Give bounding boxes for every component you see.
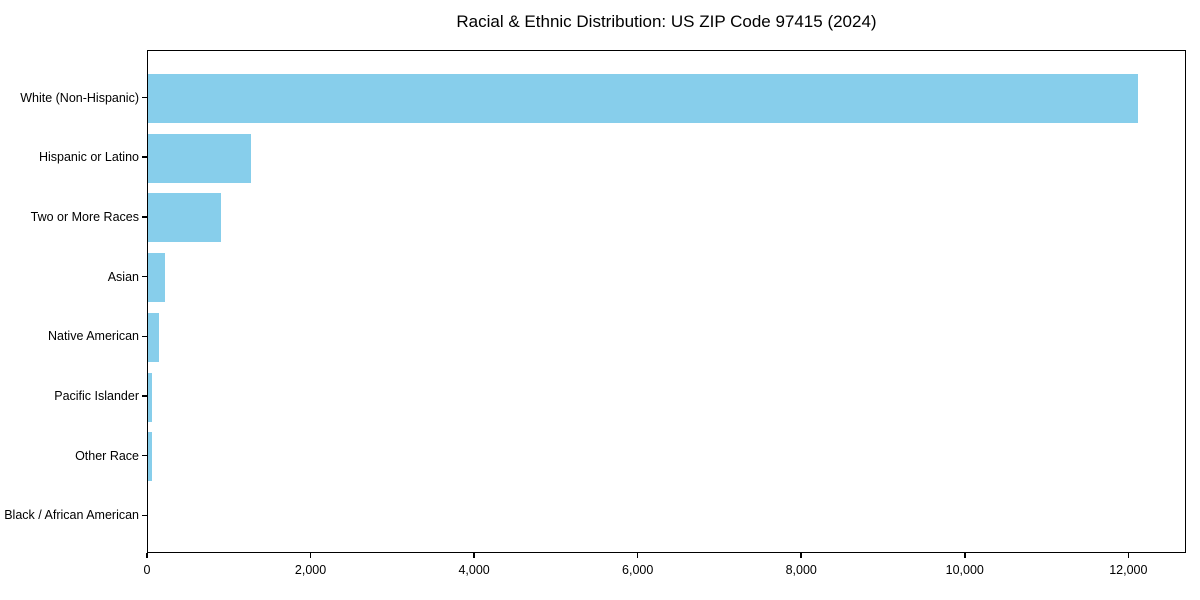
- y-tick-mark: [142, 395, 147, 397]
- bar-white-non-hispanic: [148, 74, 1138, 123]
- y-axis-label-native-american: Native American: [47, 329, 139, 344]
- y-tick-mark: [142, 156, 147, 158]
- bar-two-or-more-races: [148, 193, 221, 243]
- y-axis-label-hispanic-or-latino: Hispanic or Latino: [38, 150, 139, 165]
- y-axis-label-pacific-islander: Pacific Islander: [54, 389, 139, 403]
- bar-asian: [148, 253, 166, 303]
- x-tick-mark: [800, 553, 803, 558]
- y-tick-mark: [142, 335, 147, 338]
- chart-title: Racial & Ethnic Distribution: US ZIP Cod…: [456, 12, 877, 31]
- y-tick-mark: [142, 514, 147, 517]
- x-tick-label: 2,000: [294, 563, 327, 577]
- bar-pacific-islander: [148, 372, 153, 422]
- y-axis-label-black-african-american: Black / African American: [4, 508, 139, 523]
- plot-area: [147, 50, 1186, 553]
- x-tick-mark: [309, 553, 312, 558]
- x-tick-label: 12,000: [1109, 563, 1148, 577]
- x-tick-mark: [473, 553, 475, 558]
- y-axis-label-asian: Asian: [107, 269, 139, 284]
- y-tick-mark: [142, 454, 147, 457]
- bar-other-race: [148, 432, 153, 482]
- x-tick-mark: [146, 553, 148, 558]
- y-tick-mark: [142, 275, 147, 278]
- y-axis-label-other-race: Other Race: [75, 448, 139, 463]
- x-tick-mark: [1127, 553, 1130, 558]
- x-tick-label: 6,000: [622, 563, 654, 577]
- x-tick-label: 8,000: [785, 563, 817, 577]
- y-tick-mark: [142, 96, 147, 99]
- bar-hispanic-or-latino: [148, 133, 252, 183]
- x-tick-label: 0: [143, 563, 151, 577]
- y-axis-label-two-or-more-races: Two or More Races: [30, 209, 139, 224]
- x-tick-label: 10,000: [945, 563, 984, 577]
- y-tick-mark: [142, 216, 147, 218]
- x-tick-mark: [636, 553, 639, 558]
- x-tick-mark: [963, 553, 966, 558]
- bar-native-american: [148, 312, 159, 362]
- x-tick-label: 4,000: [458, 563, 490, 577]
- y-axis-label-white-non-hispanic: White (Non-Hispanic): [20, 90, 139, 105]
